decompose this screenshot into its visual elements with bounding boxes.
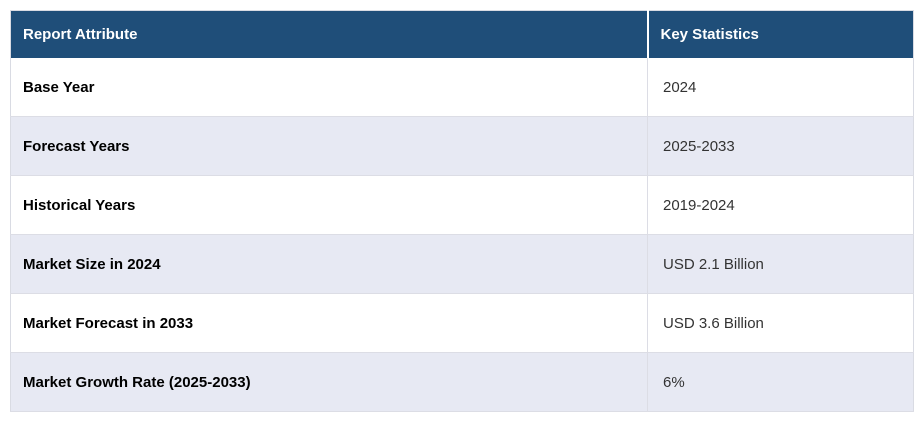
attribute-cell: Base Year <box>10 58 648 117</box>
table-row: Base Year 2024 <box>10 58 914 117</box>
column-header-report-attribute: Report Attribute <box>10 10 649 58</box>
statistic-cell: USD 2.1 Billion <box>647 234 914 294</box>
table-header-row: Report Attribute Key Statistics <box>10 10 914 58</box>
attribute-cell: Historical Years <box>10 175 648 235</box>
column-header-key-statistics: Key Statistics <box>647 10 914 58</box>
table-row: Market Growth Rate (2025-2033) 6% <box>10 352 914 412</box>
statistic-cell: 2019-2024 <box>647 175 914 235</box>
statistic-cell: 2024 <box>647 58 914 117</box>
table-row: Forecast Years 2025-2033 <box>10 116 914 176</box>
attribute-cell: Forecast Years <box>10 116 648 176</box>
attribute-cell: Market Size in 2024 <box>10 234 648 294</box>
statistic-cell: 6% <box>647 352 914 412</box>
table-row: Market Size in 2024 USD 2.1 Billion <box>10 234 914 294</box>
statistic-cell: 2025-2033 <box>647 116 914 176</box>
report-summary-table: Report Attribute Key Statistics Base Yea… <box>10 10 914 412</box>
attribute-cell: Market Forecast in 2033 <box>10 293 648 353</box>
statistic-cell: USD 3.6 Billion <box>647 293 914 353</box>
table-row: Historical Years 2019-2024 <box>10 175 914 235</box>
table-row: Market Forecast in 2033 USD 3.6 Billion <box>10 293 914 353</box>
attribute-cell: Market Growth Rate (2025-2033) <box>10 352 648 412</box>
